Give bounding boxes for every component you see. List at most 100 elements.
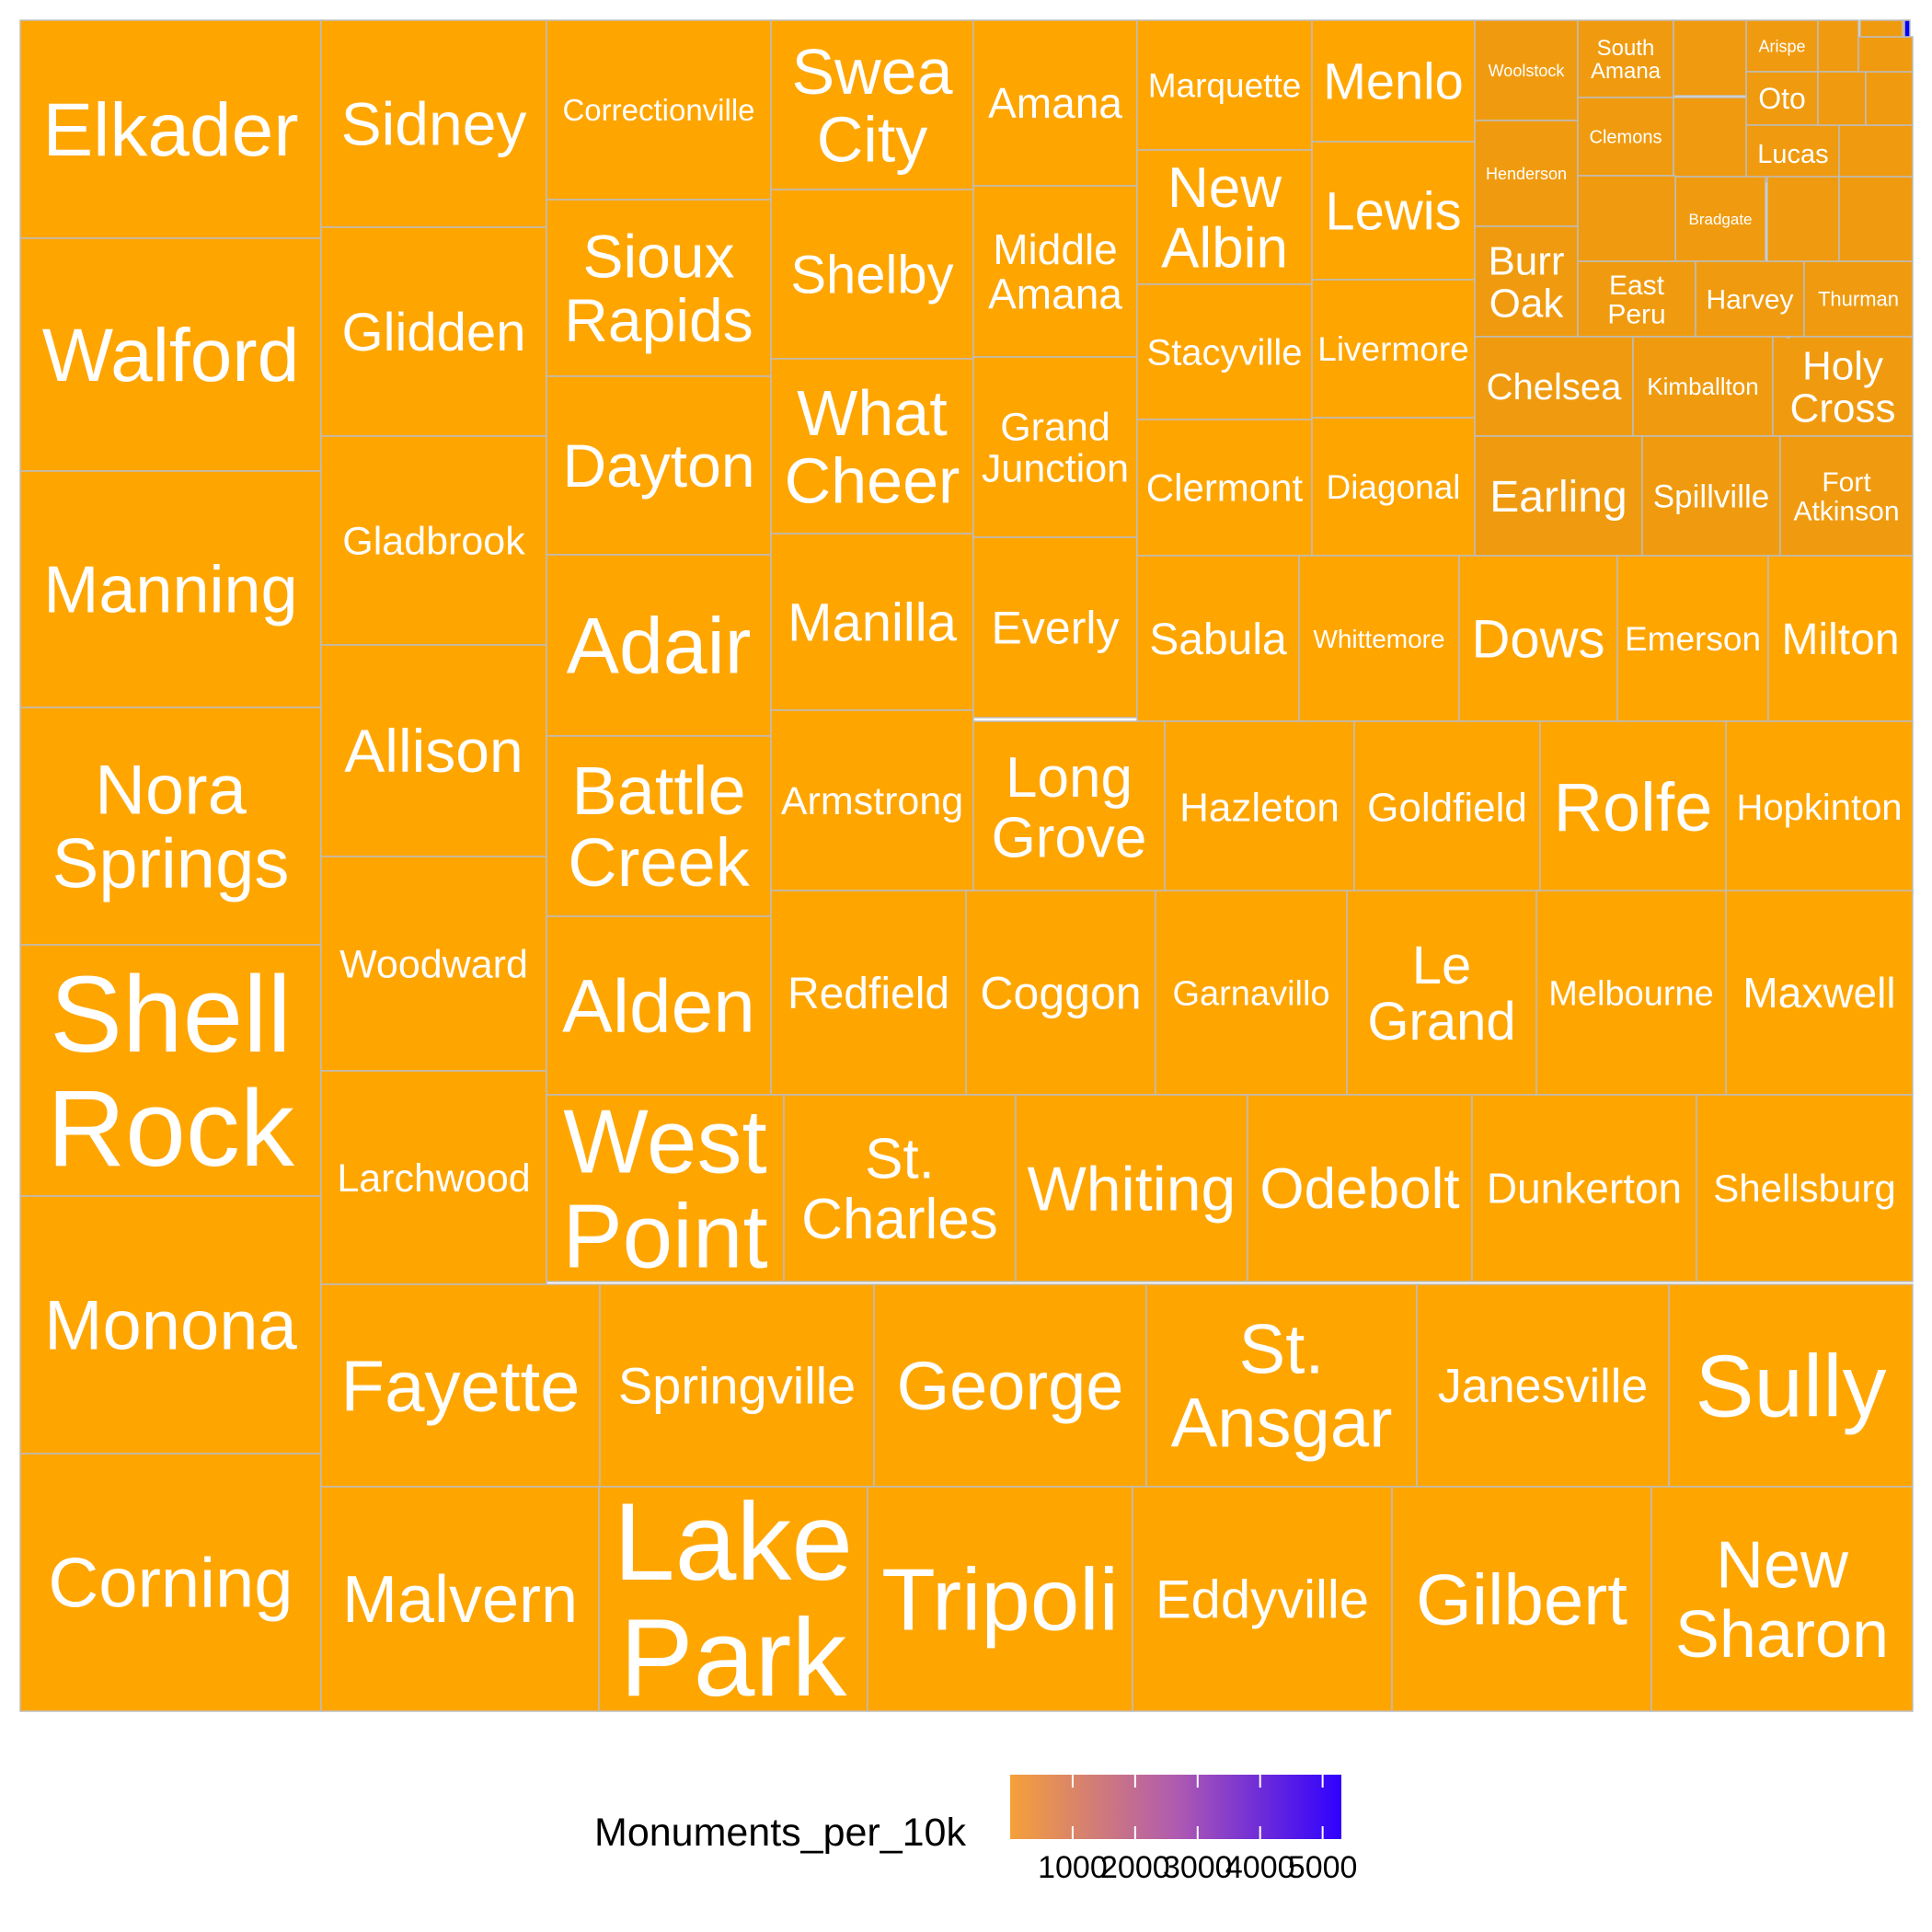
tile-label: Hopkinton <box>1736 788 1902 828</box>
tile-label: South Amana <box>1591 36 1662 84</box>
treemap-tile <box>546 1094 785 1282</box>
treemap-tile <box>1725 890 1914 1096</box>
treemap-tile <box>320 856 547 1072</box>
tile-label: Sidney <box>341 90 527 158</box>
tile-label: Woolstock <box>1489 62 1566 80</box>
tile-label: Holy Cross <box>1790 343 1896 431</box>
tile-label: Corning <box>48 1545 293 1623</box>
tile-label: Thurman <box>1818 288 1899 311</box>
treemap-tile <box>1696 1094 1914 1282</box>
treemap-tile <box>1136 283 1313 420</box>
tile-label: Manning <box>43 554 297 627</box>
tile-label: Tripoli <box>881 1551 1119 1650</box>
treemap-tile <box>1766 176 1840 262</box>
tile-label: Dayton <box>562 431 754 500</box>
tile-label: St. Ansgar <box>1171 1311 1393 1463</box>
treemap-tile <box>19 19 322 239</box>
tile-label: Oto <box>1758 82 1806 115</box>
treemap-tile <box>972 356 1138 538</box>
treemap-tile <box>873 1283 1147 1488</box>
treemap-tile <box>1838 124 1914 178</box>
treemap-tile <box>1539 720 1727 893</box>
treemap-tile <box>972 720 1166 893</box>
tile-label: Glidden <box>342 303 526 362</box>
treemap-tile <box>1155 890 1348 1096</box>
tile-label: Spillville <box>1653 478 1769 514</box>
treemap-tile <box>1458 555 1618 722</box>
treemap-tile <box>1164 720 1355 893</box>
legend-tick-label: 1000 <box>1038 1850 1108 1885</box>
tile-label: Earling <box>1489 473 1627 522</box>
treemap-tile <box>1745 19 1819 73</box>
treemap-tile <box>546 554 772 737</box>
tile-label: Fort Atkinson <box>1793 467 1899 527</box>
tile-label: Stacyville <box>1147 333 1303 374</box>
tile-label: Amana <box>988 79 1122 127</box>
tile-label: Nora Springs <box>52 752 290 903</box>
treemap-tile <box>1247 1094 1473 1282</box>
legend-tick-label: 3000 <box>1163 1850 1233 1885</box>
tile-label: Monona <box>44 1287 297 1365</box>
tile-label: Fayette <box>340 1345 580 1426</box>
tile-label: Sioux Rapids <box>564 222 753 353</box>
treemap-tile <box>1311 19 1476 143</box>
tile-label: Dows <box>1471 609 1604 669</box>
treemap-tile <box>1311 279 1476 419</box>
treemap-tile <box>599 1283 875 1488</box>
tile-label: Whiting <box>1028 1154 1236 1224</box>
treemap-tile <box>1650 1486 1914 1712</box>
treemap-tile <box>320 644 547 857</box>
tile-label: Middle Amana <box>988 225 1122 317</box>
tile-label: Allison <box>344 717 523 785</box>
tile-label: Elkader <box>42 88 298 172</box>
tile-label: Rolfe <box>1554 769 1713 845</box>
tile-label: Bradgate <box>1689 211 1753 228</box>
tile-label: Correctionville <box>562 93 754 127</box>
treemap-tile <box>972 185 1138 358</box>
treemap-tile <box>1353 720 1541 893</box>
treemap-tile <box>1616 555 1769 722</box>
treemap-tile <box>1015 1094 1248 1282</box>
treemap-tile <box>1346 890 1537 1096</box>
tile-label: Sabula <box>1149 615 1287 664</box>
tile-label: Larchwood <box>337 1156 530 1201</box>
tile-label: New Sharon <box>1675 1528 1889 1672</box>
treemap-tile <box>1859 19 1903 38</box>
treemap-tiles: Elkader Walford Manning Nora Springs Shell Roc… <box>19 19 1914 1719</box>
tile-label: Arispe <box>1758 37 1805 55</box>
treemap-tile <box>19 1195 322 1455</box>
treemap-tile <box>1725 720 1914 893</box>
treemap-tile <box>1668 1283 1914 1488</box>
tile-label: Walford <box>42 314 299 397</box>
tile-label: Lucas <box>1757 140 1828 169</box>
treemap-tile <box>770 533 974 711</box>
tile-label: Garnavillo <box>1172 974 1329 1013</box>
tile-label: Menlo <box>1323 52 1464 110</box>
treemap-tile <box>19 1453 322 1712</box>
treemap-tile <box>320 1486 600 1712</box>
tile-label: Clermont <box>1146 466 1304 510</box>
treemap-tile <box>320 1070 547 1285</box>
tile-label: Hazleton <box>1179 785 1340 830</box>
tile-label: Lake Park <box>614 1480 853 1719</box>
tile-label: Milton <box>1781 615 1899 664</box>
treemap-tile <box>1132 1486 1393 1712</box>
legend-tick-label: 2000 <box>1100 1850 1170 1885</box>
treemap-tile <box>1136 149 1313 285</box>
tile-label: Melbourne <box>1548 974 1714 1013</box>
tile-label: Marquette <box>1148 66 1302 104</box>
treemap-tile <box>19 237 322 472</box>
treemap-tile <box>1577 97 1674 177</box>
tile-label: New Albin <box>1161 156 1288 280</box>
tile-label: Livermore <box>1317 330 1469 368</box>
tile-label: Battle Creek <box>568 753 750 901</box>
treemap-tile <box>1471 1094 1697 1282</box>
treemap-tile <box>770 709 974 891</box>
tile-label: Woodward <box>339 943 528 987</box>
tile-label: St. Charles <box>801 1128 998 1251</box>
tile-label: Lewis <box>1325 181 1461 241</box>
tile-label: Alden <box>562 965 755 1049</box>
treemap-tile <box>320 1283 601 1488</box>
treemap-tile <box>1857 36 1914 73</box>
